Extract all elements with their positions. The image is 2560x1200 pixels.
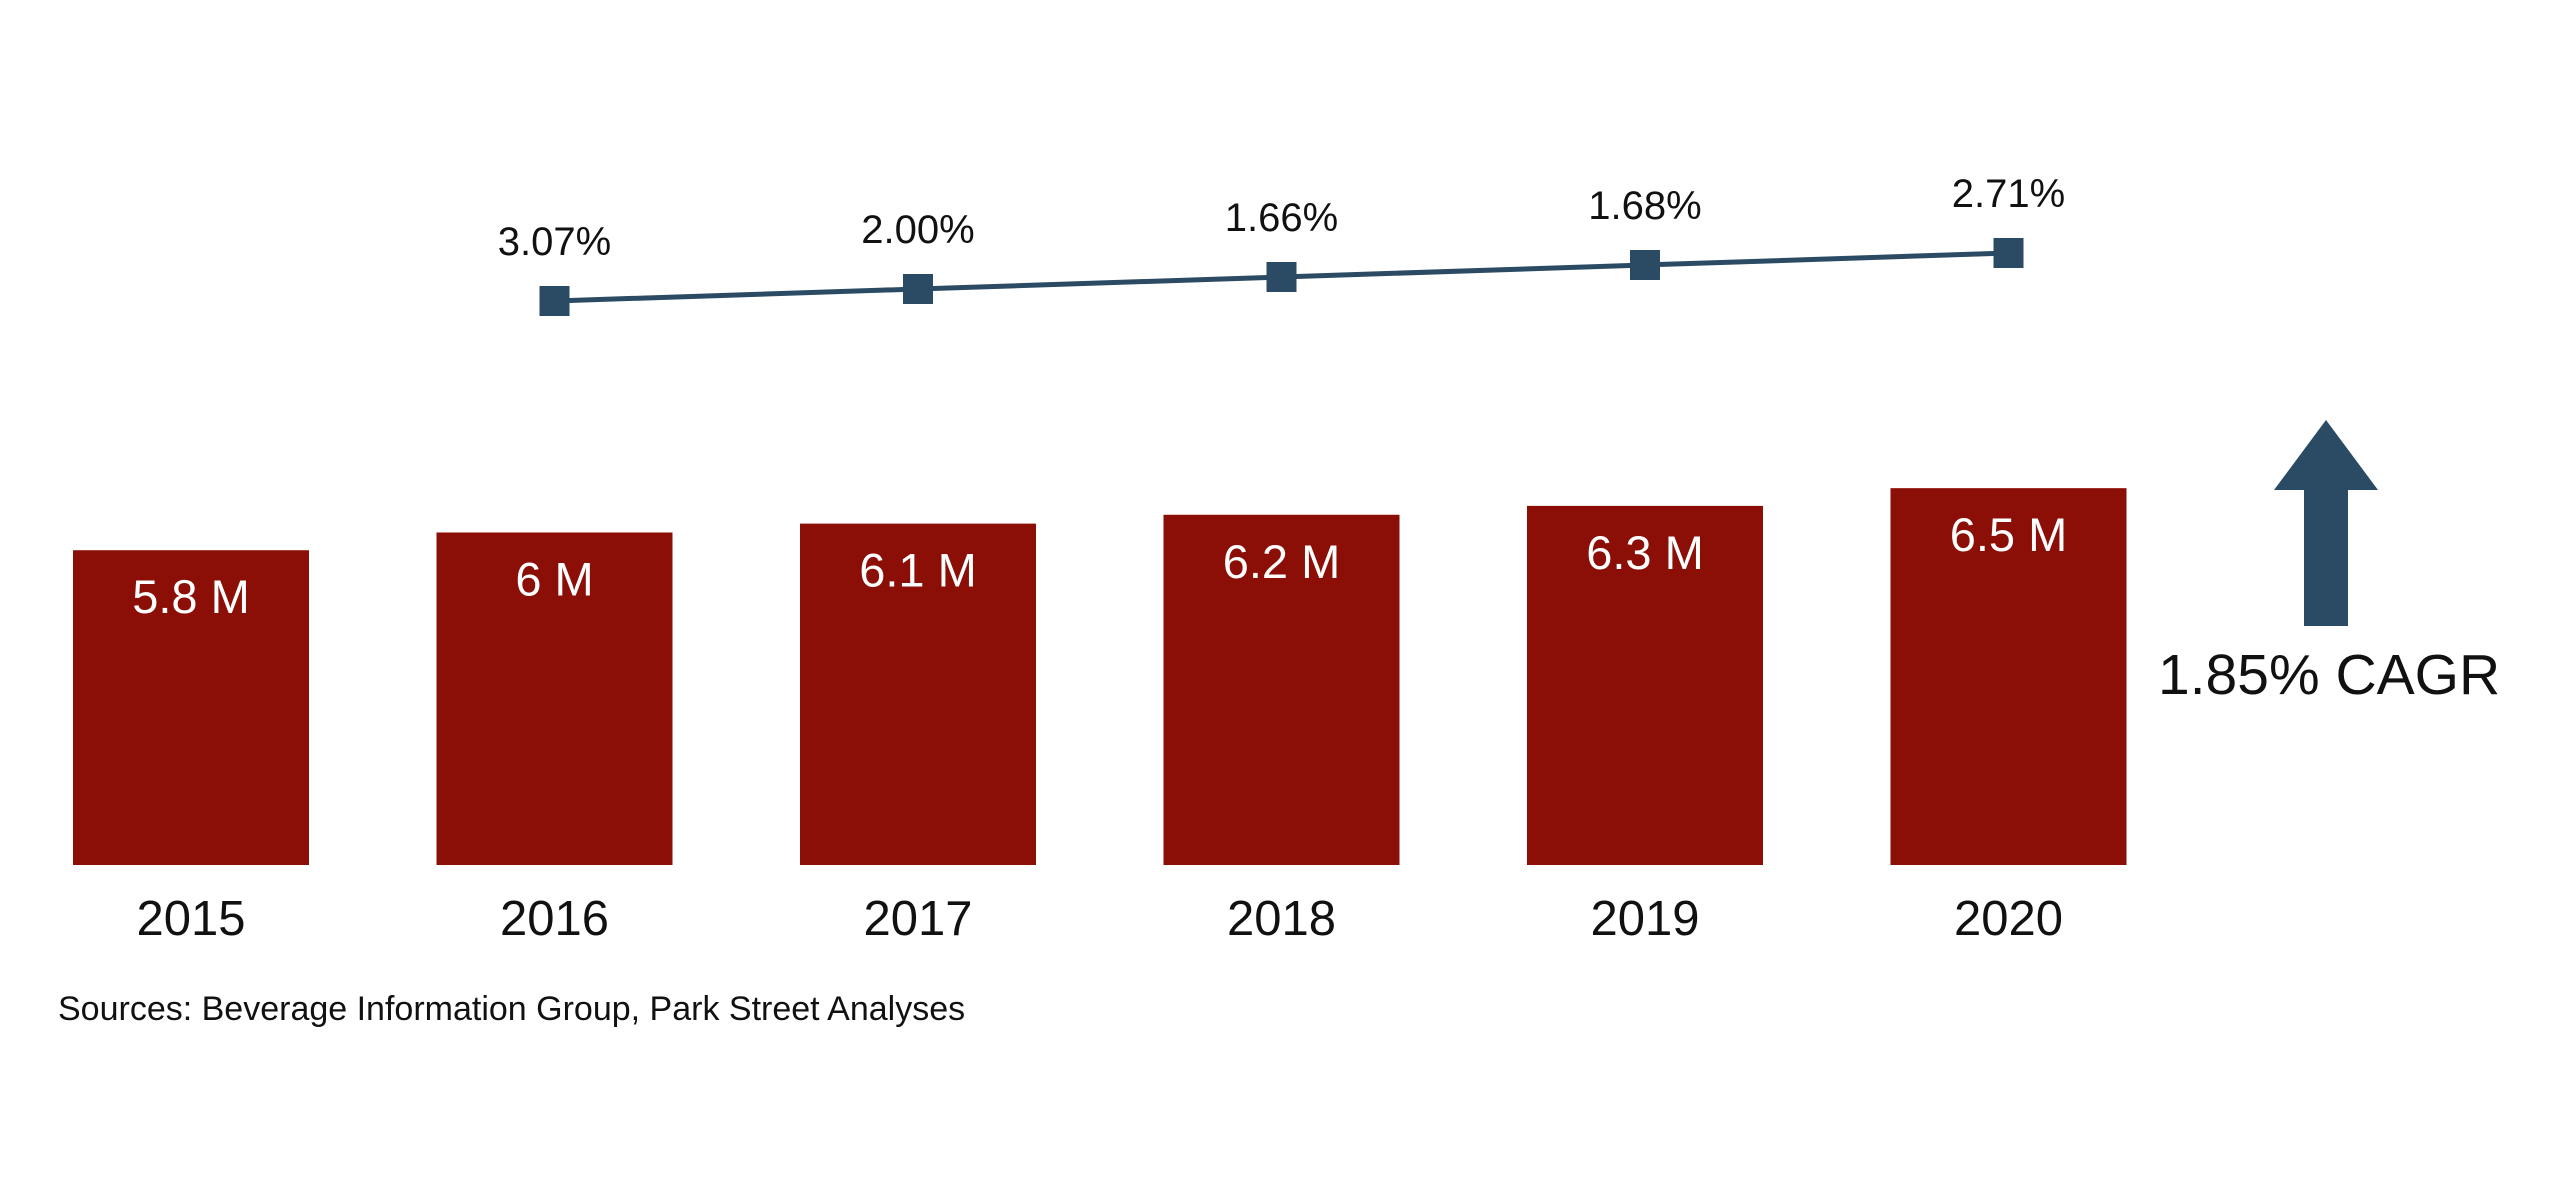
bars-layer xyxy=(73,488,2127,865)
x-tick-2018: 2018 xyxy=(1227,892,1336,946)
growth-marker-2020 xyxy=(1993,238,2024,268)
bar-2018 xyxy=(1163,514,1400,865)
bar-value-label-2019: 6.3 M xyxy=(1586,526,1704,579)
growth-labels: 3.07% 2.00% 1.66% 1.68% 2.71% xyxy=(498,172,2065,264)
growth-label-2016: 3.07% xyxy=(498,220,611,264)
bar-value-label-2018: 6.2 M xyxy=(1223,535,1341,588)
bar-value-labels: 5.8 M 6 M 6.1 M 6.2 M 6.3 M 6.5 M xyxy=(132,508,2067,623)
cagr-label: 1.85% CAGR xyxy=(2158,643,2501,707)
growth-marker-2016 xyxy=(539,286,570,316)
x-tick-2016: 2016 xyxy=(500,892,609,946)
growth-marker-2017 xyxy=(903,274,933,304)
growth-label-2020: 2.71% xyxy=(1952,172,2065,216)
bar-2019 xyxy=(1527,505,1763,865)
bar-value-label-2020: 6.5 M xyxy=(1950,508,2068,561)
growth-label-2017: 2.00% xyxy=(861,208,974,252)
bar-2020 xyxy=(1890,488,2127,865)
source-note: Sources: Beverage Information Group, Par… xyxy=(58,990,966,1028)
x-tick-2020: 2020 xyxy=(1954,892,2063,946)
x-tick-2017: 2017 xyxy=(863,892,972,946)
bar-value-label-2016: 6 M xyxy=(515,552,593,605)
bar-2017 xyxy=(800,523,1036,865)
up-arrow-icon xyxy=(2274,420,2378,631)
bar-2015 xyxy=(73,550,309,865)
x-tick-2019: 2019 xyxy=(1590,892,1699,946)
x-tick-2015: 2015 xyxy=(136,892,245,946)
bar-value-label-2017: 6.1 M xyxy=(859,544,977,597)
x-axis-ticks: 2015 2016 2017 2018 2019 2020 xyxy=(136,892,2063,946)
growth-marker-2019 xyxy=(1630,250,1660,280)
growth-marker-2018 xyxy=(1266,262,1297,292)
growth-line-layer xyxy=(539,238,2024,316)
growth-label-2018: 1.66% xyxy=(1225,196,1338,240)
growth-label-2019: 1.68% xyxy=(1588,184,1701,228)
bar-value-label-2015: 5.8 M xyxy=(132,570,250,623)
bar-2016 xyxy=(436,532,673,865)
